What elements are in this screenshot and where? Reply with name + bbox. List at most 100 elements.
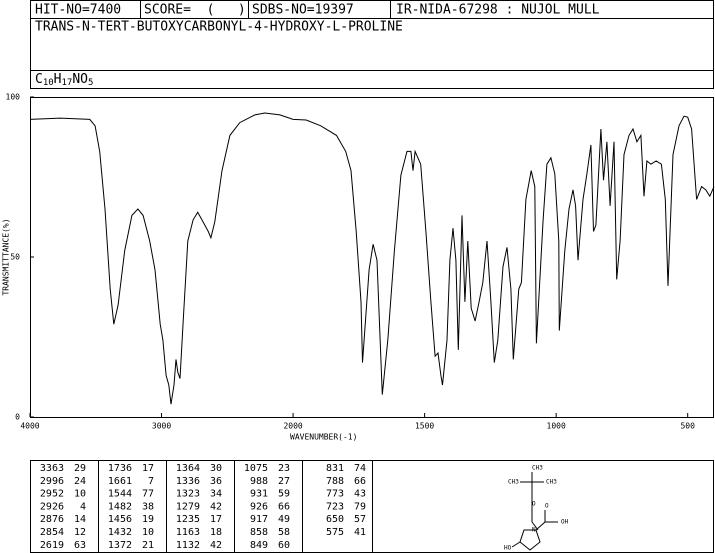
peak-wavenumber: 1482	[108, 501, 132, 512]
peak-wavenumber: 2996	[40, 476, 64, 487]
peak-transmittance: 17	[142, 463, 154, 474]
peak-wavenumber: 849	[250, 540, 268, 551]
x-tick-label: 1500	[415, 422, 434, 431]
compound-name: TRANS-N-TERT-BUTOXYCARBONYL-4-HYDROXY-L-…	[35, 20, 403, 35]
peak-transmittance: 66	[278, 501, 290, 512]
peak-transmittance: 43	[354, 489, 366, 500]
structure-bonds	[511, 472, 558, 551]
y-axis-label: TRANSMITTANCE(%)	[2, 218, 11, 295]
peak-wavenumber: 2876	[40, 514, 64, 525]
peak-wavenumber: 1279	[176, 501, 200, 512]
peak-wavenumber: 1372	[108, 540, 132, 551]
peak-wavenumber: 773	[326, 489, 344, 500]
peak-transmittance: 14	[74, 514, 86, 525]
peak-wavenumber: 2926	[40, 501, 64, 512]
formula: C10H17NO5	[35, 72, 93, 88]
peak-wavenumber: 1336	[176, 476, 200, 487]
peak-transmittance: 59	[278, 489, 290, 500]
structure-label: CH3	[532, 465, 543, 472]
x-axis-label: WAVENUMBER(-1)	[290, 433, 357, 442]
formula-part: C	[35, 72, 43, 87]
peak-transmittance: 42	[210, 501, 222, 512]
y-tick-label: 100	[6, 93, 21, 102]
x-tick-label: 3000	[152, 422, 171, 431]
y-tick-label: 50	[10, 253, 20, 262]
peak-transmittance: 34	[210, 489, 222, 500]
x-tick-label: 2000	[283, 422, 302, 431]
peak-transmittance: 10	[74, 489, 86, 500]
peak-transmittance: 79	[354, 501, 366, 512]
peak-wavenumber: 931	[250, 489, 268, 500]
hit-no: HIT-NO=7400	[35, 3, 121, 18]
peak-wavenumber: 926	[250, 501, 268, 512]
peak-wavenumber: 831	[326, 463, 344, 474]
peak-transmittance: 17	[210, 514, 222, 525]
peak-transmittance: 63	[74, 540, 86, 551]
structure-label: HO	[504, 545, 512, 552]
peak-transmittance: 77	[142, 489, 154, 500]
peak-wavenumber: 1432	[108, 527, 132, 538]
peak-wavenumber: 1235	[176, 514, 200, 525]
structure-label: CH3	[508, 479, 519, 486]
peak-wavenumber: 2619	[40, 540, 64, 551]
structure-label: N	[532, 527, 536, 534]
peak-transmittance: 38	[142, 501, 154, 512]
peak-transmittance: 19	[142, 514, 154, 525]
peak-transmittance: 36	[210, 476, 222, 487]
peak-wavenumber: 650	[326, 514, 344, 525]
peak-transmittance: 30	[210, 463, 222, 474]
peak-wavenumber: 1163	[176, 527, 200, 538]
formula-part: 10	[43, 78, 54, 88]
peak-wavenumber: 1456	[108, 514, 132, 525]
peak-wavenumber: 788	[326, 476, 344, 487]
peak-transmittance: 41	[354, 527, 366, 538]
method: IR-NIDA-67298 : NUJOL MULL	[396, 3, 600, 18]
peak-wavenumber: 575	[326, 527, 344, 538]
peak-transmittance: 21	[142, 540, 154, 551]
peak-wavenumber: 1364	[176, 463, 200, 474]
peak-wavenumber: 1132	[176, 540, 200, 551]
header-box	[30, 0, 714, 89]
peak-transmittance: 7	[148, 476, 154, 487]
x-tick-label: 4000	[20, 422, 39, 431]
structure-label: OH	[561, 519, 569, 526]
peak-transmittance: 58	[278, 527, 290, 538]
peak-wavenumber: 1323	[176, 489, 200, 500]
peak-transmittance: 29	[74, 463, 86, 474]
sdbs-no: SDBS-NO=19397	[252, 3, 354, 18]
peak-wavenumber: 1544	[108, 489, 132, 500]
peak-transmittance: 23	[278, 463, 290, 474]
peak-transmittance: 60	[278, 540, 290, 551]
peak-transmittance: 27	[278, 476, 290, 487]
peak-transmittance: 4	[80, 501, 86, 512]
score: SCORE= ( )	[144, 3, 246, 18]
peak-transmittance: 57	[354, 514, 366, 525]
peak-wavenumber: 3363	[40, 463, 64, 474]
y-tick-label: 0	[15, 413, 20, 422]
peak-transmittance: 49	[278, 514, 290, 525]
peak-wavenumber: 723	[326, 501, 344, 512]
peak-wavenumber: 2952	[40, 489, 64, 500]
peak-transmittance: 18	[210, 527, 222, 538]
peak-wavenumber: 917	[250, 514, 268, 525]
peak-transmittance: 10	[142, 527, 154, 538]
peak-transmittance: 12	[74, 527, 86, 538]
x-tick-label: 1000	[547, 422, 566, 431]
structure-label: CH3	[546, 479, 557, 486]
formula-part: 5	[88, 78, 93, 88]
peak-wavenumber: 988	[250, 476, 268, 487]
frames	[30, 0, 714, 553]
structure-label: O	[545, 503, 549, 510]
formula-part: NO	[72, 72, 88, 87]
peak-wavenumber: 1661	[108, 476, 132, 487]
peak-transmittance: 74	[354, 463, 366, 474]
peak-wavenumber: 1075	[244, 463, 268, 474]
peak-wavenumber: 858	[250, 527, 268, 538]
structure-label: O	[532, 501, 536, 508]
plot-frame	[30, 97, 714, 418]
x-tick-label: 500	[680, 422, 695, 431]
peak-wavenumber: 1736	[108, 463, 132, 474]
peak-wavenumber: 2854	[40, 527, 64, 538]
